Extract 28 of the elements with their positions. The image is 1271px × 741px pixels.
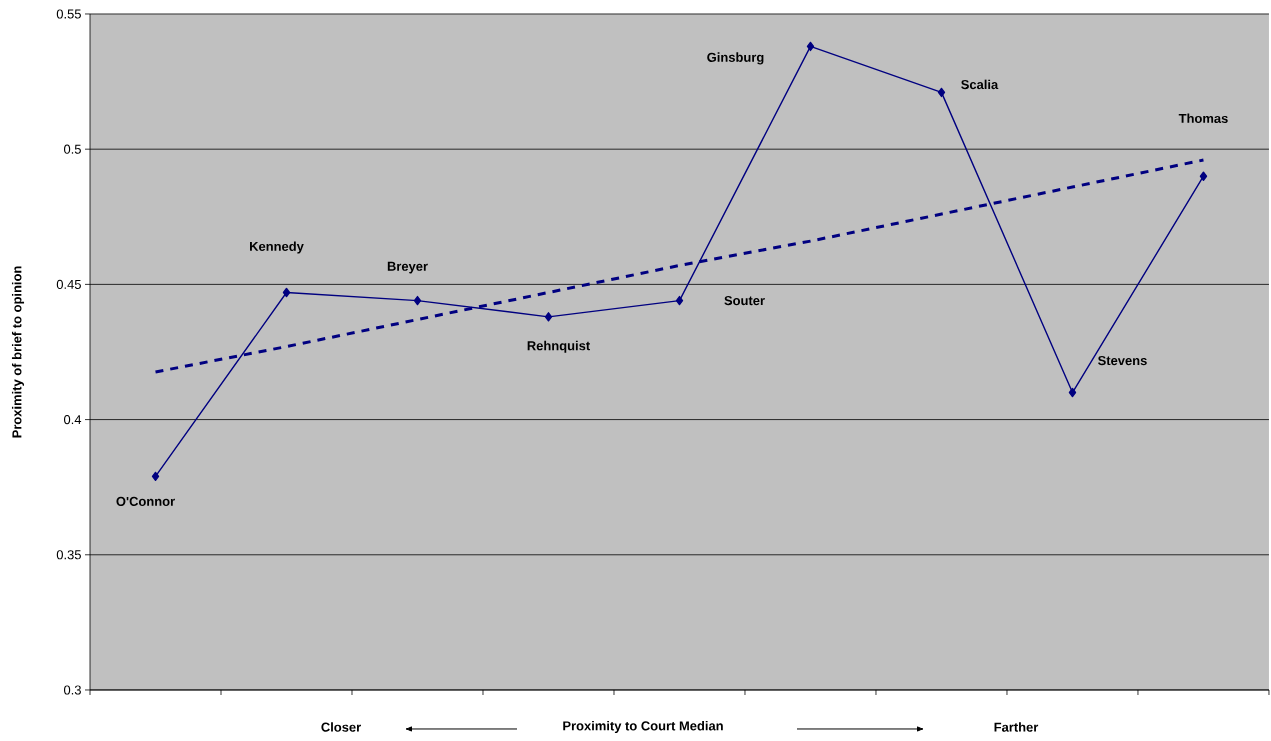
point	[675, 295, 684, 306]
y-tick-label: 0.5	[63, 144, 81, 154]
y-tick-label: 0.35	[56, 550, 81, 560]
point	[544, 312, 553, 322]
y-tick-label: 0.3	[63, 685, 81, 695]
y-tick-label: 0.55	[56, 9, 81, 19]
annotation: Thomas	[1178, 113, 1228, 123]
annotation: Rehnquist	[527, 340, 590, 353]
point	[806, 41, 815, 52]
point	[282, 287, 291, 298]
annotation: Ginsburg	[707, 52, 764, 65]
point	[1068, 387, 1077, 398]
point	[937, 87, 946, 98]
y-tick-label: 0.4	[63, 415, 82, 425]
annotation: Stevens	[1098, 355, 1147, 366]
point	[413, 295, 422, 306]
annotation: Breyer	[387, 261, 428, 274]
annotation: O'Connor	[116, 496, 175, 506]
point	[151, 471, 160, 482]
annotation: Kennedy	[250, 241, 304, 254]
annotation: Souter	[724, 296, 765, 306]
point	[1199, 171, 1208, 181]
y-tick-label: 0.45	[56, 279, 81, 289]
annotation: Scalia	[961, 79, 999, 90]
text: Farther	[994, 722, 1039, 732]
x-axis-title: Proximity to Court Median	[563, 720, 723, 734]
text: Closer	[321, 722, 361, 732]
y-axis-title: Proximity of brief to opinion	[11, 266, 25, 438]
